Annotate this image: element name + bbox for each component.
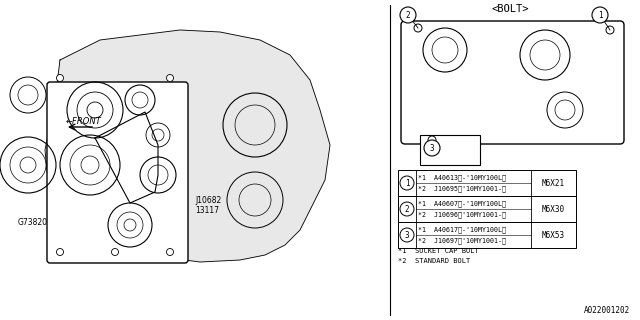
FancyBboxPatch shape — [401, 21, 624, 144]
Text: 3: 3 — [404, 230, 410, 239]
Bar — [420, 135, 480, 165]
Text: *1  SOCKET CAP BOLT: *1 SOCKET CAP BOLT — [398, 248, 479, 254]
Circle shape — [56, 249, 63, 255]
Text: 2: 2 — [404, 204, 410, 213]
Text: M6X21: M6X21 — [542, 179, 565, 188]
Text: M6X53: M6X53 — [542, 230, 565, 239]
Text: 13117: 13117 — [195, 206, 219, 215]
Circle shape — [400, 176, 414, 190]
Text: *1  A40607（-'10MY100L）: *1 A40607（-'10MY100L） — [418, 200, 506, 207]
Circle shape — [166, 75, 173, 82]
Text: A022001202: A022001202 — [584, 306, 630, 315]
Text: 2: 2 — [406, 11, 410, 20]
Text: 3: 3 — [429, 143, 435, 153]
Circle shape — [166, 249, 173, 255]
Text: J10682: J10682 — [195, 196, 221, 205]
Circle shape — [56, 75, 63, 82]
Text: *2  J10696（'10MY1001-）: *2 J10696（'10MY1001-） — [418, 212, 506, 218]
Circle shape — [424, 140, 440, 156]
Circle shape — [414, 24, 422, 32]
Bar — [398, 222, 576, 248]
Circle shape — [428, 136, 436, 144]
Circle shape — [400, 202, 414, 216]
Text: M6X30: M6X30 — [542, 204, 565, 213]
Text: 1: 1 — [404, 179, 410, 188]
Polygon shape — [45, 30, 330, 262]
Text: *1  A40613（-'10MY100L）: *1 A40613（-'10MY100L） — [418, 174, 506, 180]
Bar — [398, 196, 576, 222]
Circle shape — [400, 7, 416, 23]
Circle shape — [592, 7, 608, 23]
Text: 1: 1 — [598, 11, 602, 20]
Text: *2  J10695（'10MY1001-）: *2 J10695（'10MY1001-） — [418, 185, 506, 192]
Text: G73820: G73820 — [18, 218, 48, 227]
Bar — [398, 170, 576, 196]
Text: *2  J10697（'10MY1001-）: *2 J10697（'10MY1001-） — [418, 237, 506, 244]
Text: *1  A40617（-'10MY100L）: *1 A40617（-'10MY100L） — [418, 226, 506, 233]
FancyBboxPatch shape — [47, 82, 188, 263]
Circle shape — [606, 26, 614, 34]
Text: <BOLT>: <BOLT> — [492, 4, 529, 14]
Text: *2  STANDARD BOLT: *2 STANDARD BOLT — [398, 258, 470, 264]
Circle shape — [111, 249, 118, 255]
Circle shape — [400, 228, 414, 242]
Text: ←FRONT: ←FRONT — [66, 117, 102, 126]
